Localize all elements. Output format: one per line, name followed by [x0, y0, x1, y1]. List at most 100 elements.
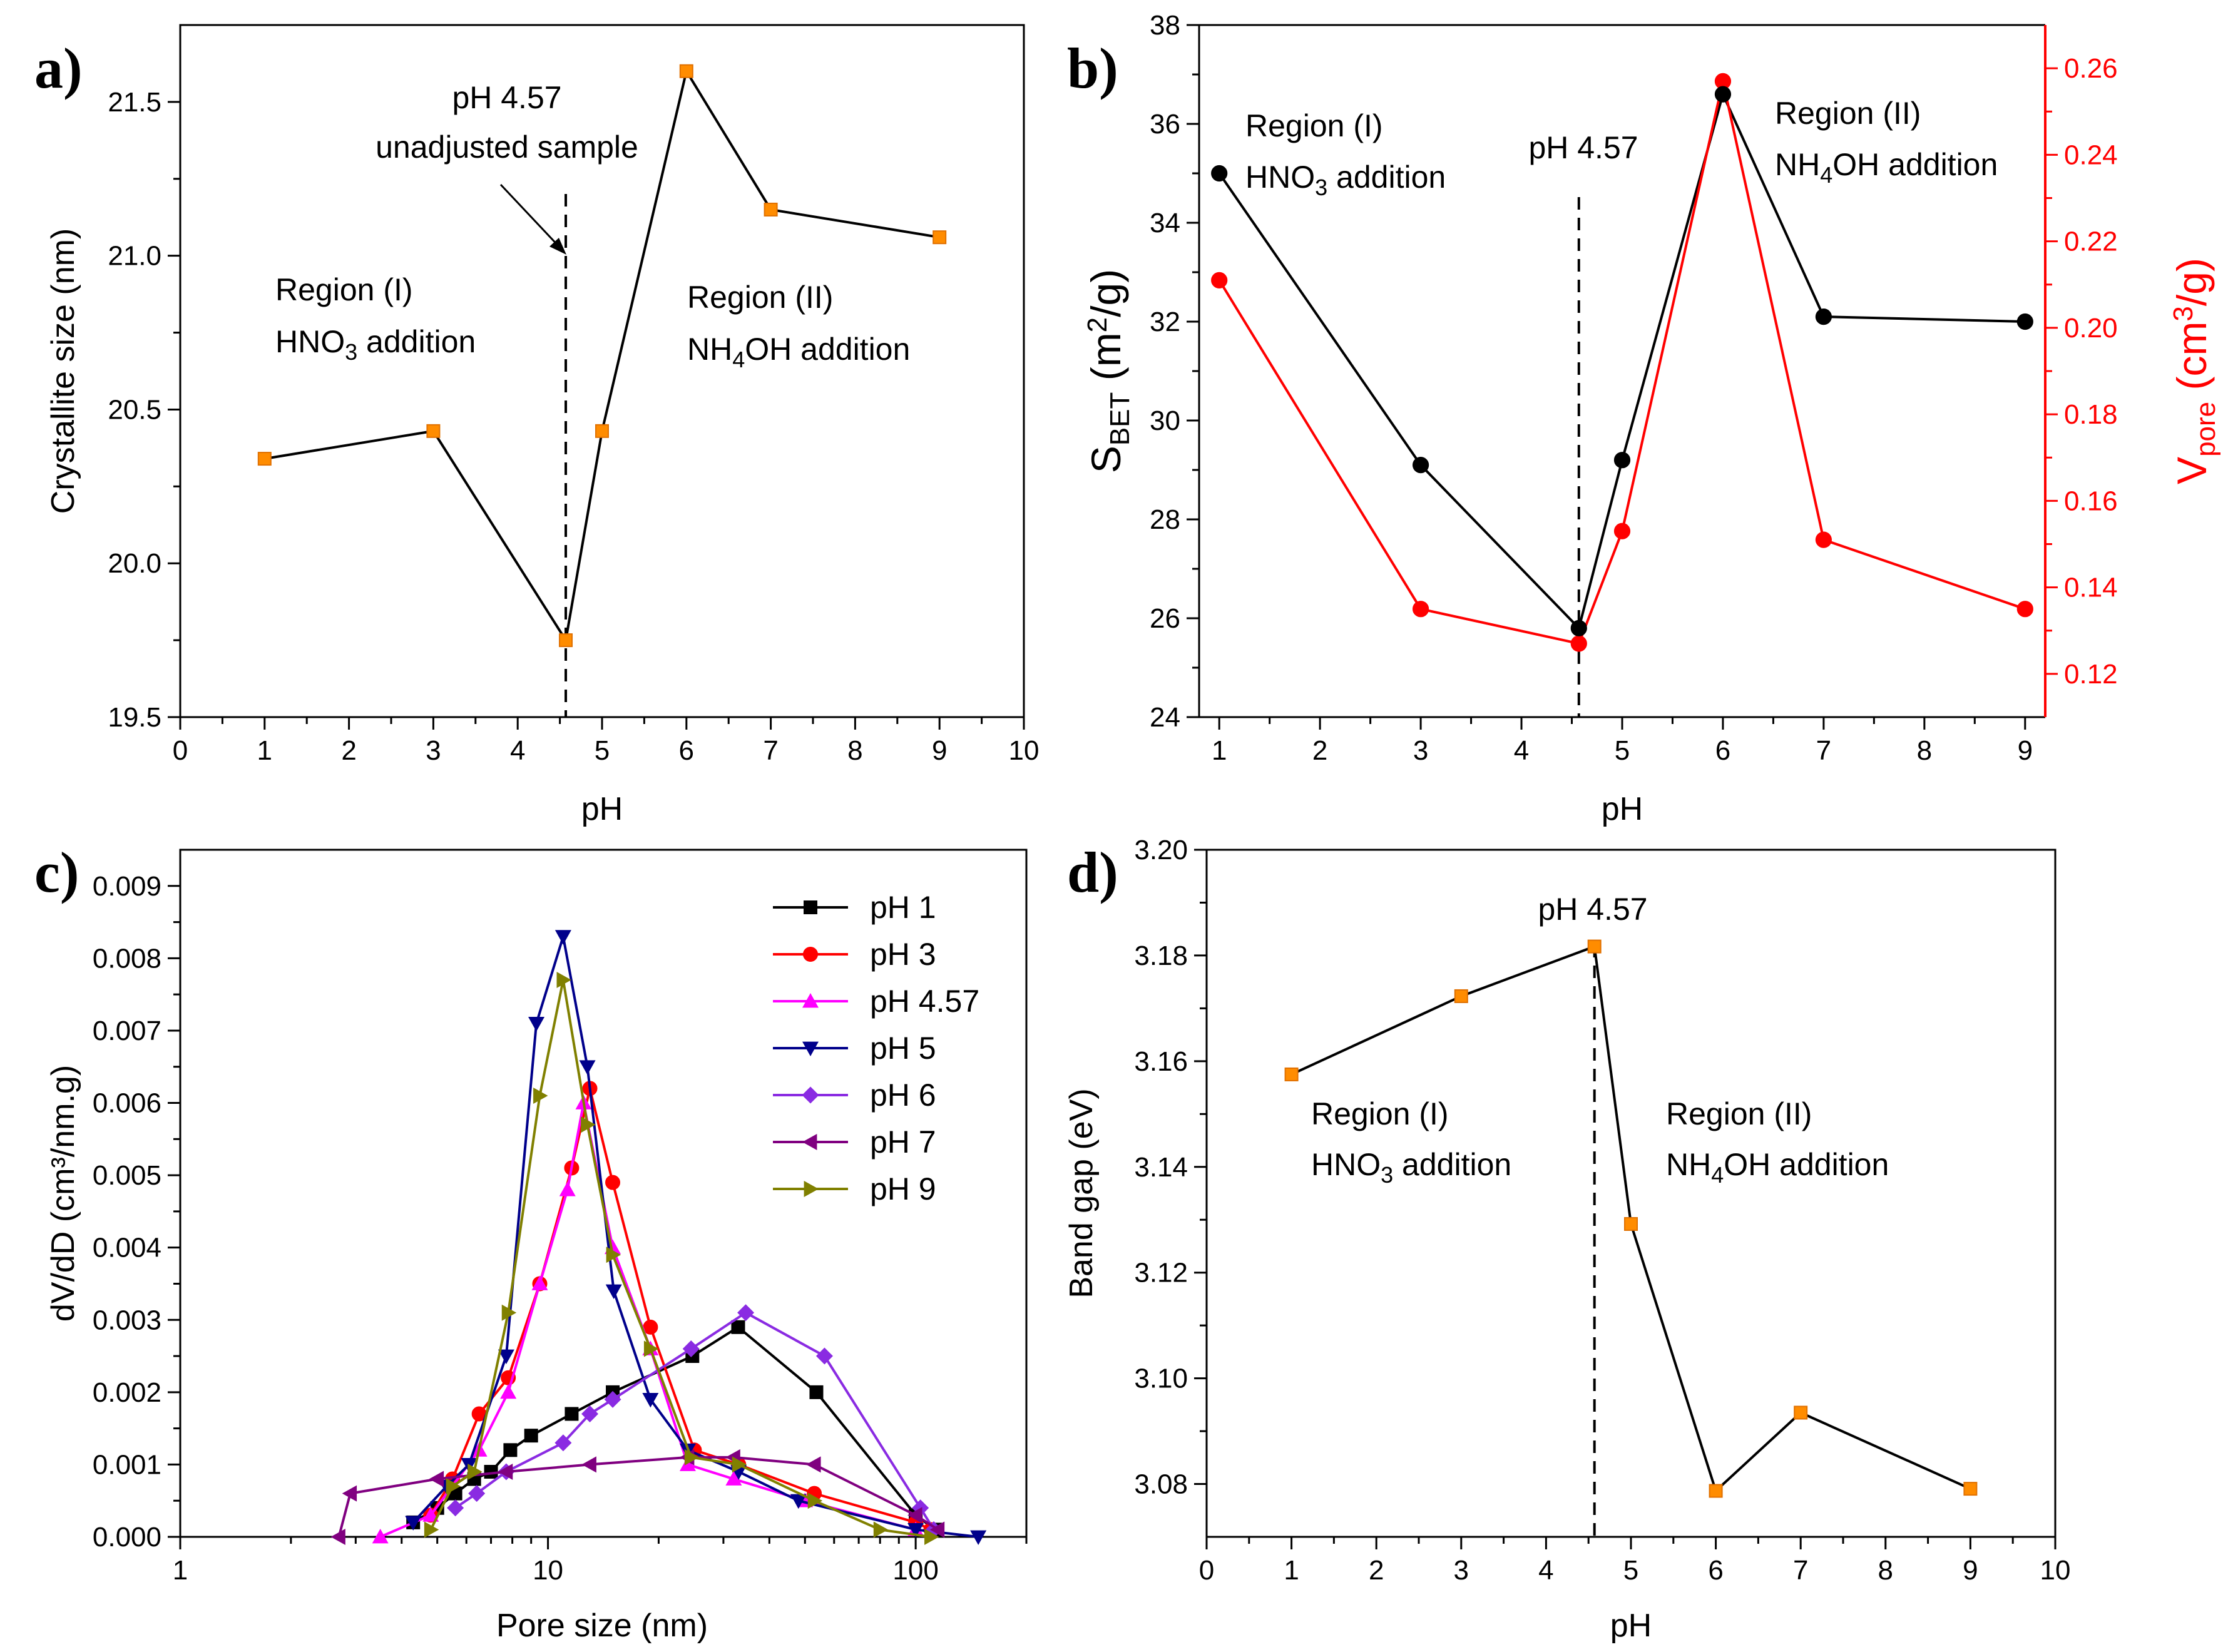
panel-b-sbet-point	[1570, 620, 1587, 636]
panel-c-series-point	[500, 1384, 517, 1399]
panel-d-point	[1794, 1405, 1808, 1420]
panel-c-series-point	[682, 1340, 700, 1357]
panel-c-series-line	[429, 1088, 932, 1531]
panel-b-ylabel-sub: BET	[1105, 392, 1135, 446]
panel-b-ytick-label: 32	[1150, 307, 1180, 337]
panel-d-ytick-label: 3.10	[1134, 1364, 1188, 1394]
panel-a-region1-title: Region (I)	[275, 272, 413, 307]
panel-a-ytick-label: 20.0	[108, 548, 161, 579]
panel-c-series-1	[423, 1081, 939, 1537]
panel-d-xtick-label: 7	[1793, 1555, 1808, 1586]
panel-b-sbet-point	[1211, 165, 1228, 182]
panel-c-legend: pH 1 pH 3 pH 4.57 pH 5 pH 6 pH 7 pH 9	[773, 890, 979, 1206]
panel-b-region1-reagent: HNO	[1245, 160, 1315, 195]
panel-d-ytick-label: 3.16	[1134, 1046, 1188, 1077]
panel-d-point	[1624, 1216, 1638, 1231]
panel-d-xtick-label: 4	[1538, 1555, 1553, 1586]
panel-c-ytick-label: 0.004	[93, 1233, 161, 1263]
panel-b-ytick-label: 24	[1150, 702, 1180, 733]
panel-c-label: c)	[34, 840, 79, 904]
panel-c-series-point	[528, 1016, 545, 1032]
panel-d-y-ticks: 3.08 3.10 3.12 3.14 3.16 3.18 3.20	[1134, 835, 1207, 1500]
panel-c-series-point	[556, 972, 571, 989]
panel-c-series-point	[524, 1429, 538, 1443]
panel-b-region2-title: Region (II)	[1775, 96, 1921, 131]
panel-d-point	[1587, 939, 1602, 954]
panel-c-series-point	[790, 1494, 807, 1509]
panel-b-ylabel-unit-pre: (m	[1083, 332, 1129, 392]
panel-b-ylabel-unit-post: /g)	[1083, 269, 1129, 317]
panel-b-y2label-unit-pre: (cm	[2169, 322, 2215, 402]
panel-c-legend-label: pH 5	[870, 1031, 936, 1066]
panel-b-xtick-label: 6	[1715, 735, 1730, 766]
panel-c-series-point	[424, 1521, 439, 1538]
panel-c-series-point	[405, 1516, 422, 1531]
panel-c-legend-label: pH 3	[870, 937, 936, 972]
panel-b-y2tick-label: 0.16	[2064, 486, 2118, 516]
panel-d: d) 0 1 2 3 4 5 6 7 8 9 10 3.08 3.10 3.12 3.14 3.16 3.18…	[1063, 835, 2070, 1644]
panel-a-point	[595, 424, 609, 438]
panel-c-ytick-label: 0.006	[93, 1088, 161, 1119]
panel-a-label: a)	[34, 36, 83, 100]
panel-b-vpore-point	[1570, 635, 1587, 652]
panel-b-vpore-point	[1815, 531, 1832, 548]
panel-b-sbet-point	[1815, 308, 1832, 325]
panel-d-ytick-label: 3.18	[1134, 941, 1188, 971]
panel-c-series-point	[330, 1529, 345, 1545]
panel-d-xtick-label: 6	[1708, 1555, 1723, 1586]
panel-c-legend-label: pH 1	[870, 890, 936, 925]
panel-a-region1-label: HNO3 addition	[275, 324, 476, 365]
panel-b-xtick-label: 5	[1615, 735, 1630, 766]
panel-a-region2-title: Region (II)	[687, 280, 833, 315]
panel-c-series-point	[732, 1456, 747, 1473]
panel-c-xtick-label: 10	[533, 1555, 563, 1586]
panel-b-region1-sub: 3	[1315, 175, 1327, 200]
panel-c-series-point	[684, 1449, 700, 1466]
panel-a-arrow-head	[549, 238, 566, 255]
panel-b-y2label-unit-post: /g)	[2169, 258, 2215, 306]
panel-c-series-point	[643, 1340, 659, 1357]
panel-a-ytick-label: 19.5	[108, 702, 161, 733]
panel-c-series-point	[503, 1443, 518, 1457]
panel-c-series-point	[806, 1456, 821, 1473]
panel-a-region1-sub: 3	[345, 339, 357, 365]
panel-c-series-point	[929, 1521, 945, 1538]
panel-d-point	[1284, 1067, 1299, 1081]
panel-c-series-point	[447, 1499, 464, 1517]
panel-b-region1-reagent-tail: addition	[1327, 160, 1446, 195]
panel-b-y2label-main: V	[2169, 457, 2215, 484]
panel-c-series-0	[406, 1320, 943, 1537]
panel-c-legend-marker	[803, 947, 818, 962]
panel-b-y2tick-label: 0.20	[2064, 313, 2118, 344]
panel-c-series-point	[579, 1060, 596, 1075]
panel-d-ytick-label: 3.08	[1134, 1469, 1188, 1500]
panel-c-series-point	[643, 1319, 658, 1335]
panel-c-series-3	[405, 930, 987, 1545]
panel-b-y2tick-label: 0.14	[2064, 573, 2118, 603]
panel-b-vpore-point	[1412, 601, 1429, 618]
panel-a-marker-line1: pH 4.57	[452, 80, 561, 115]
panel-c-ytick-label: 0.001	[93, 1449, 161, 1480]
panel-d-region1-label: HNO3 addition	[1311, 1147, 1511, 1188]
panel-b-region2-label: NH4OH addition	[1775, 147, 1998, 188]
panel-d-plot-frame	[1205, 849, 2057, 1538]
panel-a: a) 0 1 2 3 4 5 6 7 8 9 10 19.5 20.0 20.5 21.0 21.5 pH …	[34, 24, 1039, 827]
panel-d-point	[1709, 1484, 1723, 1498]
panel-c-series-5	[330, 1449, 945, 1545]
panel-c-series	[330, 930, 987, 1545]
panel-c-legend-label: pH 7	[870, 1124, 936, 1160]
panel-c-series-point	[737, 1304, 755, 1322]
panel-c-ytick-label: 0.005	[93, 1160, 161, 1191]
panel-c-ytick-label: 0.000	[93, 1522, 161, 1553]
panel-b-marker-line1: pH 4.57	[1528, 130, 1638, 165]
panel-a-region2-reagent-tail: OH addition	[745, 332, 910, 367]
panel-c-series-point	[970, 1530, 987, 1545]
panel-d-region1-sub: 3	[1381, 1162, 1393, 1188]
panel-c-ytick-label: 0.002	[93, 1377, 161, 1408]
panel-b-y2-ticks: 0.12 0.14 0.16 0.18 0.20 0.22 0.24 0.26	[2045, 53, 2118, 690]
panel-c-series-point	[429, 1471, 444, 1487]
panel-d-xtick-label: 1	[1284, 1555, 1299, 1586]
panel-b-ytick-label: 36	[1150, 109, 1180, 140]
